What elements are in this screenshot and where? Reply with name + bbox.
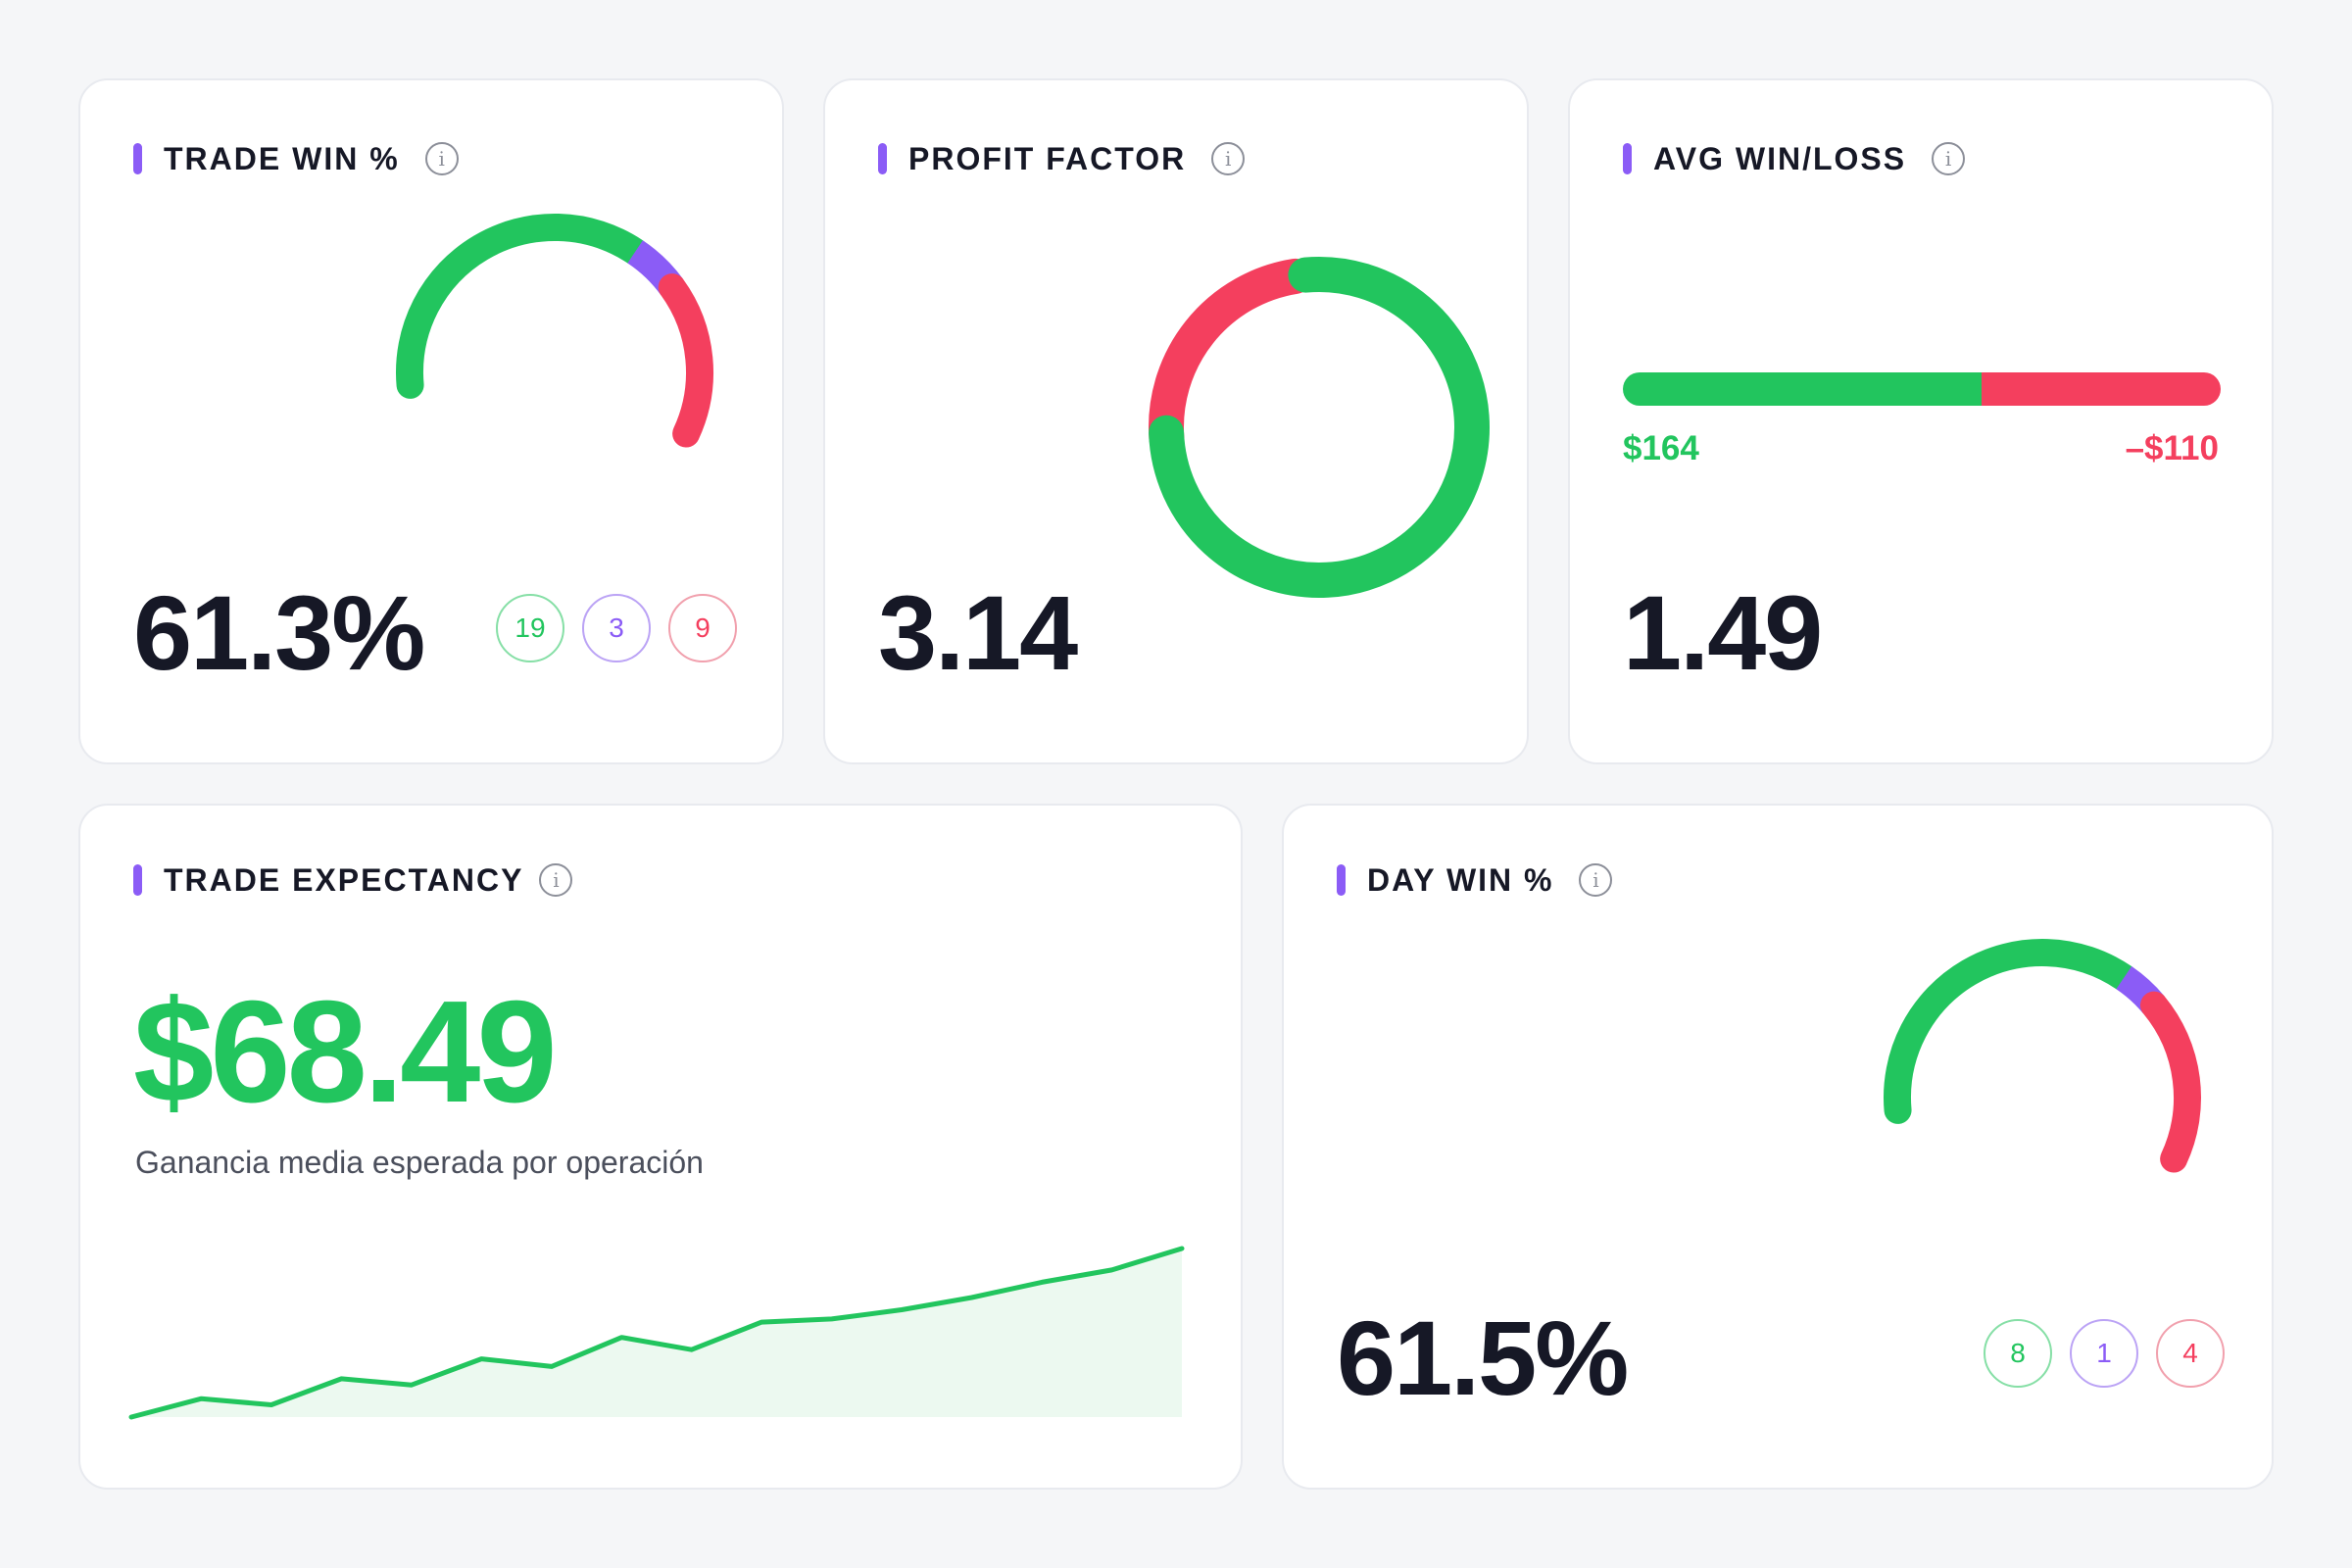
card-title: AVG WIN/LOSS — [1653, 140, 1907, 176]
profit-factor-value: 3.14 — [878, 573, 1078, 692]
profit-factor-donut — [1149, 257, 1490, 598]
card-title: TRADE EXPECTANCY — [164, 861, 524, 898]
donut-profit-segment — [1149, 257, 1490, 598]
gauge-loss-segment — [2140, 991, 2201, 1173]
trade-win-card: TRADE WIN % i 61.3% 19 3 9 — [78, 78, 784, 764]
info-icon[interactable]: i — [1579, 863, 1613, 897]
avg-win-loss-value: 1.49 — [1623, 573, 1823, 692]
expectancy-subtitle: Ganancia media esperada por operación — [135, 1145, 704, 1180]
trade-win-gauge — [396, 214, 713, 448]
breakeven-badge: 1 — [2070, 1319, 2138, 1388]
day-win-value: 61.5% — [1337, 1298, 1629, 1417]
card-title: TRADE WIN % — [164, 140, 400, 176]
accent-bar — [133, 864, 142, 896]
info-icon[interactable]: i — [539, 863, 573, 897]
info-icon[interactable]: i — [1932, 142, 1966, 175]
card-title: PROFIT FACTOR — [908, 140, 1187, 176]
wins-badge: 8 — [1984, 1319, 2052, 1388]
avg-loss-segment — [1982, 372, 2221, 406]
expectancy-value: $68.49 — [133, 971, 558, 1133]
card-header: DAY WIN % i — [1337, 860, 1613, 900]
card-title: DAY WIN % — [1367, 861, 1554, 898]
avg-win-loss-card: AVG WIN/LOSS i $164 –$110 1.49 — [1568, 78, 2274, 764]
trade-win-value: 61.3% — [133, 573, 425, 692]
avg-win-segment — [1623, 372, 1982, 406]
profit-factor-card: PROFIT FACTOR i 3.14 — [823, 78, 1529, 764]
trade-expectancy-card: TRADE EXPECTANCY i $68.49 Ganancia media… — [78, 804, 1243, 1490]
win-loss-ratio-bar — [1623, 372, 2221, 406]
accent-bar — [878, 143, 887, 174]
info-icon[interactable]: i — [424, 142, 459, 175]
accent-bar — [1337, 864, 1346, 896]
card-header: PROFIT FACTOR i — [878, 139, 1246, 178]
breakeven-badge: 3 — [582, 594, 651, 662]
trade-count-badges: 19 3 9 — [496, 594, 737, 662]
gauge-win-segment — [396, 214, 650, 399]
donut-loss-segment — [1149, 258, 1313, 457]
card-header: TRADE EXPECTANCY i — [133, 860, 573, 900]
avg-win-label: $164 — [1623, 429, 1699, 467]
losses-badge: 9 — [668, 594, 737, 662]
info-icon[interactable]: i — [1211, 142, 1246, 175]
expectancy-area-chart — [128, 1246, 1185, 1420]
expectancy-line — [128, 1246, 1185, 1420]
wins-badge: 19 — [496, 594, 564, 662]
avg-loss-label: –$110 — [2125, 429, 2219, 467]
gauge-win-segment — [1884, 939, 2138, 1124]
day-win-card: DAY WIN % i 61.5% 8 1 4 — [1282, 804, 2274, 1490]
day-count-badges: 8 1 4 — [1984, 1319, 2225, 1388]
card-header: TRADE WIN % i — [133, 139, 459, 178]
accent-bar — [1623, 143, 1632, 174]
accent-bar — [133, 143, 142, 174]
gauge-loss-segment — [658, 273, 713, 448]
card-header: AVG WIN/LOSS i — [1623, 139, 1966, 178]
expectancy-area-fill — [131, 1249, 1182, 1417]
day-win-gauge — [1884, 939, 2201, 1173]
losses-badge: 4 — [2156, 1319, 2225, 1388]
